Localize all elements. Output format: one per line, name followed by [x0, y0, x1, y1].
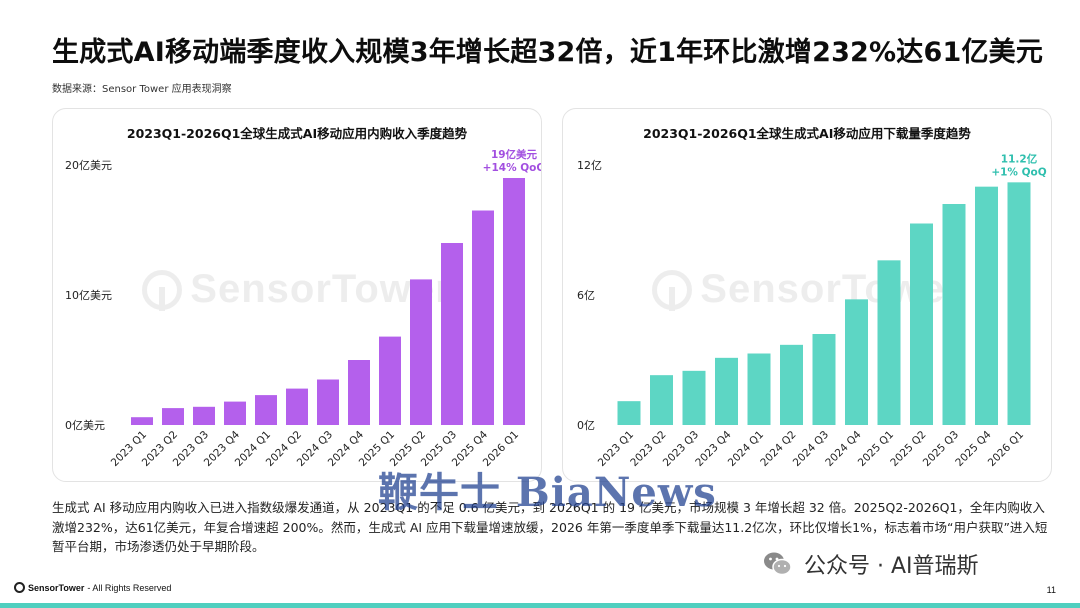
bar-2023-q3 [193, 406, 215, 425]
bar-2024-q2 [286, 388, 308, 425]
bar-2024-q3 [812, 334, 836, 425]
downloads-chart-panel: SensorTower 2023Q1-2026Q1全球生成式AI移动应用下载量季… [562, 108, 1052, 482]
bar-2023-q1 [617, 401, 641, 425]
bar-2025-q1 [379, 336, 401, 425]
bar-2024-q4 [845, 299, 868, 425]
bar-2023-q4 [715, 357, 738, 425]
downloads-chart-title: 2023Q1-2026Q1全球生成式AI移动应用下载量季度趋势 [643, 126, 971, 141]
bar-2025-q2 [910, 223, 933, 425]
bar-2023-q2 [162, 408, 184, 425]
bar-2025-q3 [942, 204, 966, 425]
bottom-accent-bar [0, 603, 1080, 608]
bar-2025-q3 [441, 243, 463, 425]
footer-rights: - All Rights Reserved [87, 582, 172, 593]
bar-annotation: +1% QoQ [991, 166, 1046, 178]
x-tick-label: 2026 Q1 [986, 429, 1026, 469]
wechat-account-name: 公众号 · AI普瑞斯 [804, 554, 979, 579]
bar-2024-q1 [747, 353, 771, 425]
y-tick-label: 12亿 [577, 159, 602, 172]
bar-annotation: +14% QoQ [483, 162, 541, 174]
page-title: 生成式AI移动端季度收入规模3年增长超32倍，近1年环比激增232%达61亿美元 [52, 37, 1044, 68]
bar-2026-q1 [1007, 182, 1031, 425]
y-tick-label: 6亿 [577, 289, 595, 302]
bar-2024-q2 [780, 344, 803, 425]
y-tick-label: 0亿 [577, 419, 595, 432]
bar-annotation: 11.2亿 [1001, 152, 1038, 165]
bar-2024-q1 [255, 395, 277, 425]
bar-2026-q1 [503, 178, 525, 425]
bar-2023-q2 [650, 375, 673, 425]
footer-brand-name: SensorTower [28, 582, 85, 593]
data-source-note: 数据来源：Sensor Tower 应用表现洞察 [52, 84, 232, 95]
bar-2023-q3 [682, 370, 706, 425]
wechat-icon [764, 552, 792, 576]
description-paragraph: 生成式 AI 移动应用内购收入已进入指数级爆发通道，从 2023Q1 的不足 0… [52, 500, 1048, 554]
bar-2025-q1 [877, 260, 901, 425]
bar-2024-q4 [348, 360, 370, 425]
bar-2023-q4 [224, 401, 246, 425]
bar-2023-q1 [131, 417, 153, 425]
bar-annotation: 19亿美元 [491, 148, 538, 161]
revenue-chart-panel: SensorTower 2023Q1-2026Q1全球生成式AI移动应用内购收入… [52, 108, 542, 482]
bianews-watermark: 鞭牛士 BiaNews [378, 469, 717, 516]
footer-brand: SensorTower - All Rights Reserved [14, 582, 171, 593]
bar-2025-q4 [975, 186, 998, 425]
bar-2024-q3 [317, 379, 339, 425]
revenue-chart-title: 2023Q1-2026Q1全球生成式AI移动应用内购收入季度趋势 [126, 126, 468, 141]
y-tick-label: 0亿美元 [65, 419, 105, 432]
wechat-account-label: 公众号 · AI普瑞斯 [762, 548, 979, 580]
y-tick-label: 10亿美元 [65, 289, 112, 302]
sensortower-logo-icon [14, 582, 25, 593]
bar-2025-q2 [410, 279, 432, 425]
y-tick-label: 20亿美元 [65, 159, 112, 172]
page-number: 11 [1046, 585, 1056, 595]
bar-2025-q4 [472, 210, 494, 425]
